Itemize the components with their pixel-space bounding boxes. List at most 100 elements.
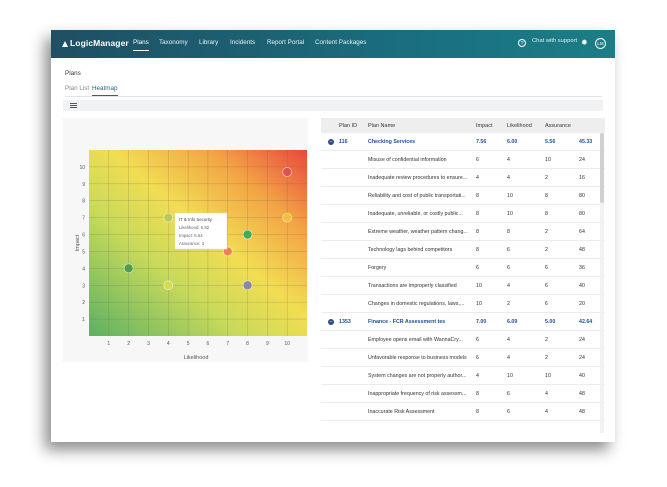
tooltip-likelihood: Likelihood: 5.82 — [179, 225, 210, 230]
y-tick-label: 2 — [82, 300, 85, 306]
data-point[interactable] — [242, 280, 253, 291]
cell-assurance: 2 — [545, 247, 548, 253]
cell-likelihood: 4 — [507, 283, 510, 289]
x-tick-label: 9 — [266, 341, 269, 347]
chat-with-support-link[interactable]: Chat with support — [532, 38, 578, 44]
cell-impact: 8 — [476, 193, 479, 199]
x-tick-label: 6 — [207, 341, 210, 347]
header-impact[interactable]: Impact — [476, 123, 493, 129]
y-axis-label: Impact — [75, 234, 81, 251]
heatmap-panel: 1 2 3 4 5 6 7 8 9 10 1 2 3 4 5 6 7 8 9 10 Impact Likelihood… — [63, 118, 308, 362]
header-plan-name[interactable]: Plan Name — [368, 123, 396, 129]
scrollbar-thumb[interactable] — [600, 133, 604, 203]
table-row[interactable]: Technology lags behind competitors 8 6 2 48 — [321, 241, 605, 259]
y-tick-label: 6 — [82, 233, 85, 239]
data-point[interactable] — [123, 263, 134, 274]
cell-score: 40 — [579, 283, 585, 289]
cell-plan-name: Misuse of confidential information — [368, 157, 447, 163]
cell-score: 64 — [579, 229, 585, 235]
help-icon[interactable]: ? — [518, 39, 526, 47]
y-tick-label: 7 — [82, 216, 85, 222]
cell-likelihood: 10 — [507, 211, 513, 217]
table-row[interactable]: Inadequate, unreliable, or costly public… — [321, 205, 605, 223]
cell-plan-name: Inadequate review procedures to ensure..… — [368, 175, 468, 181]
nav-library[interactable]: Library — [199, 39, 219, 46]
table-scrollbar[interactable] — [600, 133, 604, 433]
tooltip-title: IT & Info Security — [179, 217, 213, 222]
table-row[interactable]: Extreme weather, weather pattern chang..… — [321, 223, 605, 241]
table-row[interactable]: Transactions are improperly classified 10… — [321, 277, 605, 295]
chart-tooltip: IT & Info Security Likelihood: 5.82 Impa… — [174, 212, 228, 250]
x-tick-label: 5 — [187, 341, 190, 347]
cell-score: 48 — [579, 409, 585, 415]
nav-taxonomy[interactable]: Taxonomy — [159, 39, 188, 46]
x-axis-label: Likelihood — [184, 355, 209, 361]
cell-likelihood: 4 — [507, 355, 510, 361]
table-row[interactable]: Employee opens email with WannaCry... 6 4 2… — [321, 331, 605, 349]
cell-plan-name: Finance - FCR Assessment tes — [368, 319, 446, 325]
table-row[interactable]: Reliability and cost of public transport… — [321, 187, 605, 205]
y-tick-label: 10 — [79, 165, 85, 171]
data-point[interactable] — [242, 229, 253, 240]
table-row[interactable]: System changes are not properly author..… — [321, 367, 605, 385]
x-tick-label: 8 — [246, 341, 249, 347]
nav-plans[interactable]: Plans — [133, 39, 149, 51]
collapse-icon[interactable]: − — [328, 139, 334, 145]
table-row[interactable]: Misuse of confidential information 6 4 10 24 — [321, 151, 605, 169]
app-window: LogicManager Plans Taxonomy Library Inci… — [51, 30, 615, 442]
cell-likelihood: 8 — [507, 229, 510, 235]
nav-incidents[interactable]: Incidents — [230, 39, 256, 46]
nav-report-portal[interactable]: Report Portal — [267, 39, 305, 46]
gear-icon[interactable]: ✹ — [581, 38, 588, 47]
hamburger-menu-icon[interactable] — [70, 103, 77, 108]
table-row[interactable]: Inappropriate frequency of risk assessm.… — [321, 385, 605, 403]
table-row[interactable]: Inaccurate Risk Assessment 8 6 4 48 — [321, 403, 605, 421]
header-assurance[interactable]: Assurance — [545, 123, 571, 129]
user-avatar[interactable]: LM — [595, 38, 606, 49]
y-tick-label: 1 — [82, 317, 85, 323]
collapse-icon[interactable]: − — [328, 319, 334, 325]
cell-plan-name: Changes in domestic regulations, laws,..… — [368, 301, 465, 307]
logo-triangle-icon — [62, 41, 68, 47]
tab-plan-list[interactable]: Plan List — [65, 85, 90, 92]
cell-assurance: 6 — [545, 283, 548, 289]
cell-score: 40 — [579, 373, 585, 379]
tab-divider — [65, 96, 602, 97]
cell-score: 80 — [579, 193, 585, 199]
cell-assurance: 8 — [545, 193, 548, 199]
header-likelihood[interactable]: Likelihood — [507, 123, 532, 129]
y-tick-label: 5 — [82, 249, 85, 255]
logicmanager-logo[interactable]: LogicManager — [62, 38, 129, 48]
table-group-row[interactable]: −116 Checking Services 7.56 6.00 5.56 45.33 — [321, 133, 605, 151]
cell-score: 20 — [579, 301, 585, 307]
tooltip-box — [174, 212, 228, 250]
table-row[interactable]: Unfavorable response to business models 6… — [321, 349, 605, 367]
tab-heatmap[interactable]: Heatmap — [92, 85, 118, 96]
cell-plan-id: 116 — [339, 139, 348, 145]
page-title: Plans — [65, 70, 81, 77]
cell-score: 16 — [579, 175, 585, 181]
data-point[interactable] — [282, 167, 292, 177]
cell-impact: 6 — [476, 157, 479, 163]
table-row[interactable]: Inadequate review procedures to ensure..… — [321, 169, 605, 187]
table-header: Plan ID Plan Name Impact Likelihood Assu… — [321, 118, 605, 133]
header-plan-id[interactable]: Plan ID — [339, 123, 358, 129]
cell-likelihood: 4 — [507, 157, 510, 163]
data-point[interactable] — [163, 280, 174, 291]
heatmap-chart: 1 2 3 4 5 6 7 8 9 10 1 2 3 4 5 6 7 8 9 10 Impact Likelihood… — [75, 150, 307, 361]
cell-assurance: 2 — [545, 229, 548, 235]
data-point[interactable] — [163, 212, 174, 223]
data-point[interactable] — [282, 212, 292, 223]
cell-impact: 8 — [476, 247, 479, 253]
cell-plan-name: Technology lags behind competitors — [368, 247, 453, 253]
nav-content-packages[interactable]: Content Packages — [315, 39, 367, 46]
cell-score: 80 — [579, 211, 585, 217]
cell-plan-name: Extreme weather, weather pattern chang..… — [368, 229, 468, 235]
x-tick-label: 7 — [226, 341, 229, 347]
y-tick-label: 4 — [82, 266, 85, 272]
table-row[interactable]: Changes in domestic regulations, laws,..… — [321, 295, 605, 313]
cell-assurance: 8 — [545, 211, 548, 217]
table-group-row[interactable]: −1353 Finance - FCR Assessment tes 7.00 6.0… — [321, 313, 605, 331]
cell-plan-name: System changes are not properly author..… — [368, 373, 467, 379]
table-row[interactable]: Forgery 6 6 6 36 — [321, 259, 605, 277]
